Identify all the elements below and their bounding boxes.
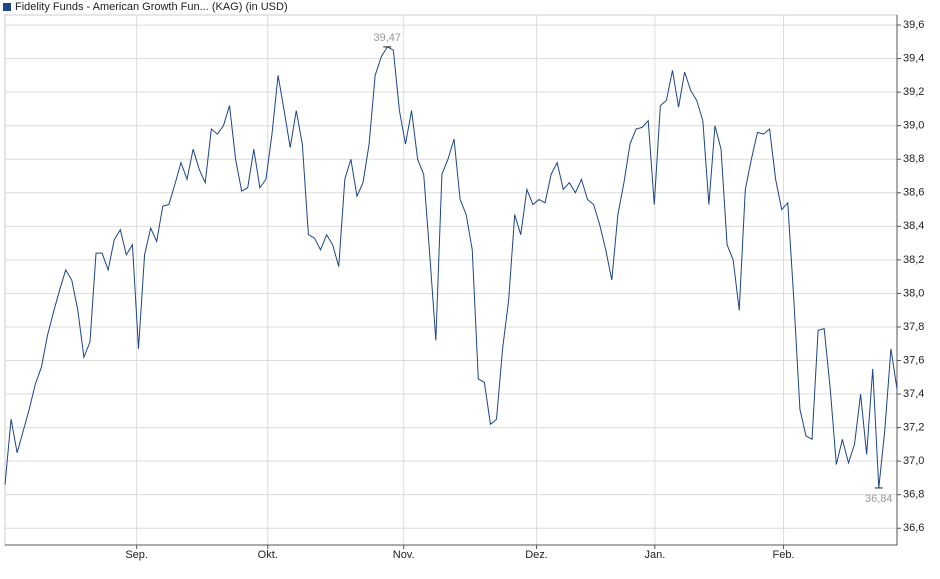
y-tick-label: 37,0 xyxy=(903,455,924,467)
x-tick-label: Okt. xyxy=(258,549,278,561)
x-tick-label: Nov. xyxy=(393,549,415,561)
y-tick-label: 38,8 xyxy=(903,153,924,165)
x-tick-label: Dez. xyxy=(525,549,548,561)
y-tick-label: 38,6 xyxy=(903,187,924,199)
plot-frame xyxy=(4,14,898,546)
extreme-label: 36,84 xyxy=(865,493,893,505)
y-tick-label: 37,4 xyxy=(903,388,924,400)
y-tick-label: 39,2 xyxy=(903,86,924,98)
y-tick-label: 37,2 xyxy=(903,422,924,434)
legend-swatch xyxy=(3,3,11,11)
y-tick-label: 38,0 xyxy=(903,287,924,299)
y-tick-label: 38,2 xyxy=(903,254,924,266)
legend-label: Fidelity Funds - American Growth Fun... … xyxy=(15,1,288,13)
x-tick-label: Jan. xyxy=(644,549,665,561)
line-series xyxy=(4,46,898,489)
y-tick-label: 39,4 xyxy=(903,53,924,65)
y-tick-label: 37,8 xyxy=(903,321,924,333)
y-tick-label: 37,6 xyxy=(903,354,924,366)
y-tick-label: 39,0 xyxy=(903,120,924,132)
y-tick-label: 36,8 xyxy=(903,489,924,501)
y-tick-label: 36,6 xyxy=(903,522,924,534)
x-tick-label: Sep. xyxy=(125,549,148,561)
y-tick-label: 39,6 xyxy=(903,19,924,31)
y-tick-label: 38,4 xyxy=(903,220,924,232)
x-tick-label: Feb. xyxy=(773,549,795,561)
extreme-label: 39,47 xyxy=(374,32,402,44)
